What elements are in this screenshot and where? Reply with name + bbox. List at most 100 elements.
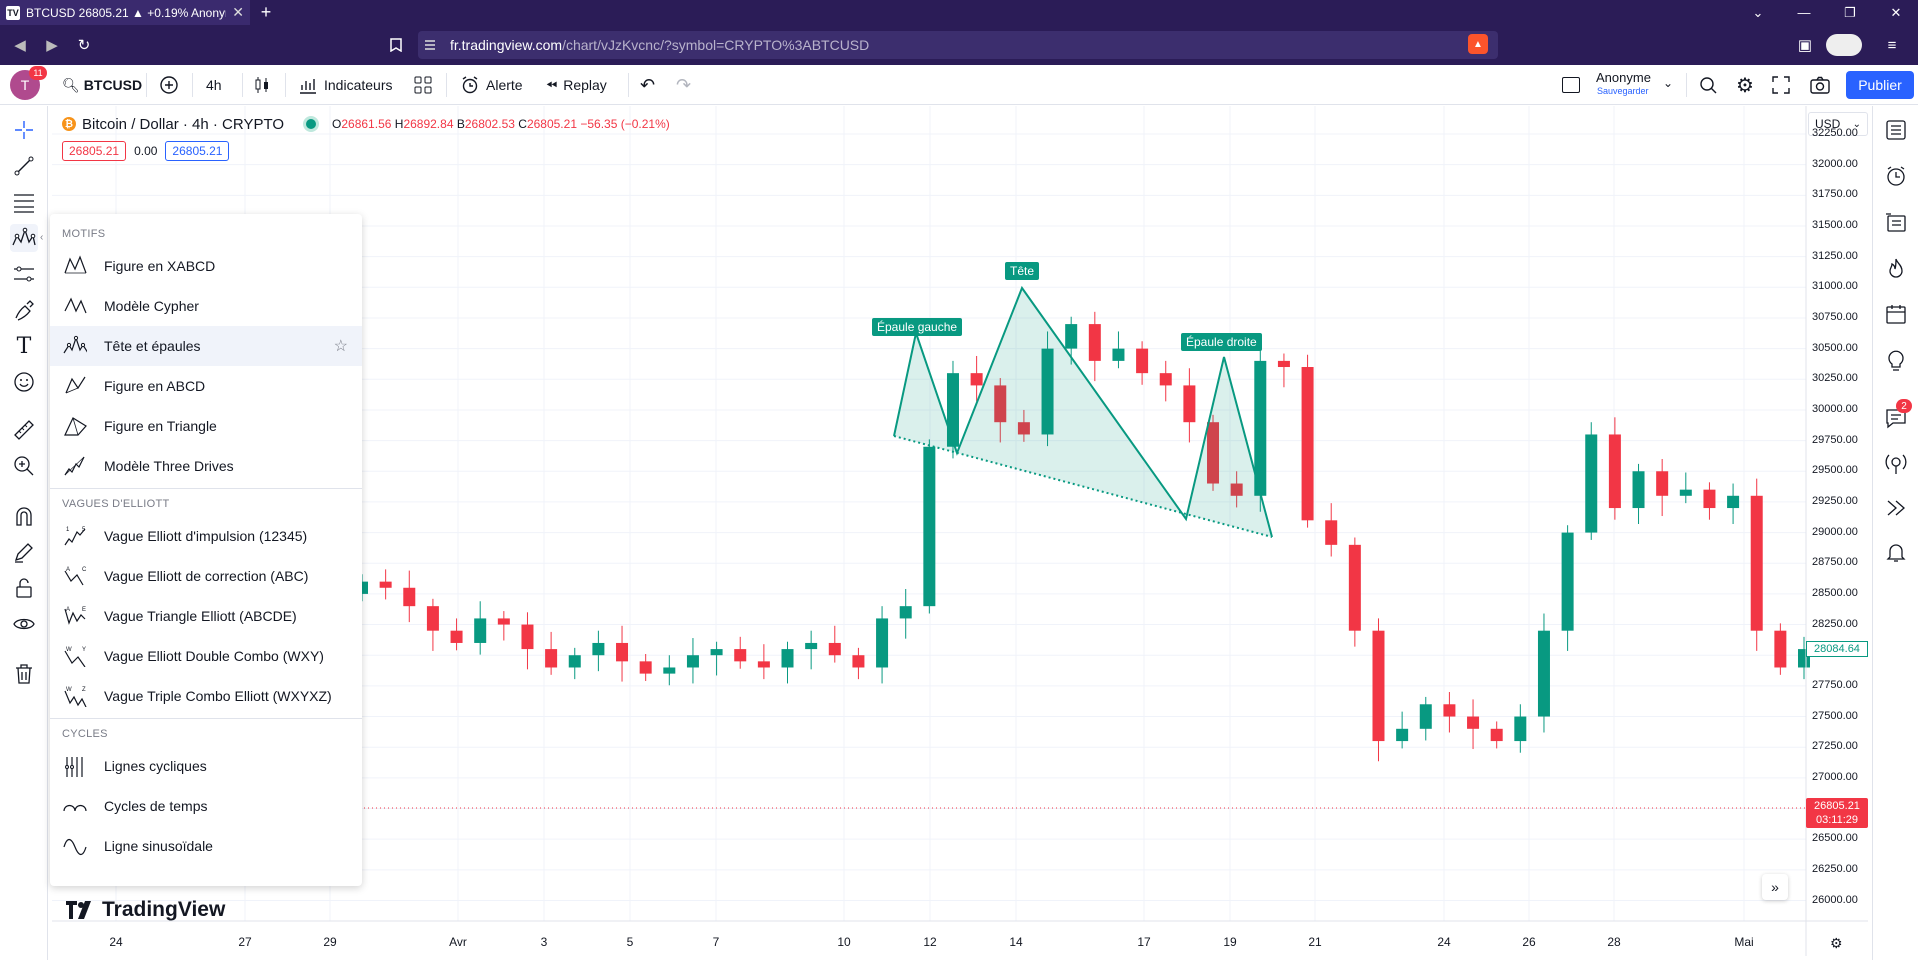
bookmark-icon[interactable] [384, 33, 408, 57]
trend-line-icon[interactable] [10, 152, 38, 180]
interval-button[interactable]: 4h [206, 77, 222, 93]
back-icon[interactable]: ◀ [14, 37, 26, 54]
browser-tab-bar [0, 0, 1918, 25]
candle-body [1041, 348, 1054, 435]
trash-icon[interactable] [10, 660, 38, 688]
user-name[interactable]: Anonyme [1596, 70, 1651, 85]
menu-item-elliott-double[interactable]: W Y Vague Elliott Double Combo (WXY) [50, 636, 362, 676]
hotlists-fire-icon[interactable] [1882, 254, 1910, 282]
eye-icon[interactable] [10, 610, 38, 638]
left-shoulder-label[interactable]: Épaule gauche [872, 318, 963, 336]
menu-item-three-drives[interactable]: Modèle Three Drives [50, 446, 362, 486]
symbol-title[interactable]: Bitcoin / Dollar · 4h · CRYPTO [82, 115, 285, 133]
prediction-tools-icon[interactable] [10, 260, 38, 288]
close-tab-icon[interactable]: ✕ [232, 4, 244, 20]
menu-item-elliott-triple[interactable]: W Z Vague Triple Combo Elliott (WXYXZ) [50, 676, 362, 716]
close-key: C [518, 117, 527, 131]
chat-badge: 2 [1896, 399, 1912, 413]
alerts-clock-icon[interactable] [1882, 162, 1910, 190]
ideas-lightbulb-icon[interactable] [1882, 346, 1910, 374]
chevron-down-icon[interactable]: ⌄ [1663, 76, 1674, 90]
fib-retracement-icon[interactable] [10, 188, 38, 216]
alert-button[interactable]: Alerte [460, 65, 523, 105]
tradingview-logo[interactable]: TradingView [66, 898, 225, 922]
menu-item-label: Figure en XABCD [104, 258, 216, 274]
text-tool-icon[interactable]: T [16, 333, 32, 359]
symbol-search-button[interactable]: 🔍︎ BTCUSD [62, 65, 142, 105]
collapse-arrow-icon[interactable]: ‹ [40, 232, 44, 243]
sidebar-toggle-icon[interactable]: ▣ [1797, 37, 1813, 54]
profile-icon[interactable] [1826, 34, 1862, 56]
chart-type-candles-icon[interactable] [253, 65, 271, 105]
menu-item-xabcd[interactable]: Figure en XABCD [50, 246, 362, 286]
change-value: −56.35 (−0.21%) [580, 117, 670, 131]
price-chart[interactable] [52, 106, 1868, 956]
reload-icon[interactable]: ↻ [77, 37, 91, 54]
compare-symbol-icon[interactable] [158, 65, 180, 105]
price-tick-label: 30250.00 [1812, 372, 1858, 385]
browser-tab[interactable]: TV BTCUSD 26805.21 ▲ +0.19% Anonyme ✕ [0, 0, 250, 25]
watchlist-icon[interactable] [1882, 116, 1910, 144]
favorite-star-icon[interactable]: ☆ [333, 338, 348, 355]
menu-item-abcd[interactable]: Figure en ABCD [50, 366, 362, 406]
signals-icon[interactable] [1882, 494, 1910, 522]
menu-item-cyclic-lines[interactable]: Lignes cycliques [50, 746, 362, 786]
new-tab-button[interactable]: + [260, 2, 272, 22]
camera-snapshot-icon[interactable] [1810, 65, 1830, 105]
menu-item-elliott-correction[interactable]: A C Vague Elliott de correction (ABC) [50, 556, 362, 596]
streams-icon[interactable] [1882, 450, 1910, 478]
axis-settings-gear-icon[interactable]: ⚙︎ [1830, 935, 1843, 951]
publish-button[interactable]: Publier [1846, 71, 1914, 99]
brush-icon[interactable] [10, 296, 38, 324]
buy-price-button[interactable]: 26805.21 [165, 141, 230, 161]
scroll-to-realtime-button[interactable]: » [1762, 874, 1788, 900]
notifications-bell-icon[interactable] [1882, 538, 1910, 566]
menu-item-head-shoulders[interactable]: Tête et épaules ☆ [50, 326, 362, 366]
browser-menu-icon[interactable]: ≡ [1887, 36, 1897, 54]
menu-item-elliott-triangle[interactable]: A E Vague Triangle Elliott (ABCDE) [50, 596, 362, 636]
open-value: 26861.56 [341, 117, 392, 131]
candle-body [1537, 630, 1550, 717]
magnet-icon[interactable] [10, 502, 38, 530]
save-link[interactable]: Sauvegarder [1597, 86, 1649, 96]
crosshair-icon[interactable] [10, 116, 38, 144]
currency-select[interactable]: USD ⌄ [1808, 112, 1868, 136]
url-field[interactable]: fr.tradingview.com/chart/vJzKvcnc/?symbo… [418, 31, 1498, 59]
menu-item-time-cycles[interactable]: Cycles de temps [50, 786, 362, 826]
close-window-button[interactable]: ✕ [1890, 4, 1902, 20]
settings-gear-icon[interactable]: ⚙︎ [1736, 74, 1754, 97]
layout-select-checkbox[interactable] [1562, 65, 1580, 105]
head-label[interactable]: Tête [1005, 262, 1040, 280]
undo-icon[interactable]: ↶ [640, 74, 656, 95]
quick-search-icon[interactable] [1698, 65, 1718, 105]
site-info-icon[interactable] [424, 38, 436, 52]
maximize-button[interactable]: ❐ [1844, 4, 1856, 20]
xabcd-icon [62, 254, 88, 278]
patterns-tool-icon[interactable] [10, 224, 38, 252]
right-shoulder-label[interactable]: Épaule droite [1181, 333, 1262, 351]
calendar-icon[interactable] [1882, 300, 1910, 328]
menu-item-triangle[interactable]: Figure en Triangle [50, 406, 362, 446]
replay-button[interactable]: ⏪︎ Replay [546, 65, 607, 105]
indicators-button[interactable]: Indicateurs [298, 65, 392, 105]
patterns-dropdown-menu: MOTIFS Figure en XABCD Modèle Cypher Tête e… [50, 214, 362, 886]
fullscreen-icon[interactable] [1772, 65, 1790, 105]
sell-price-button[interactable]: 26805.21 [62, 141, 127, 161]
zoom-in-icon[interactable] [10, 452, 38, 480]
redo-icon[interactable]: ↷ [676, 74, 692, 95]
menu-item-sine-line[interactable]: Ligne sinusoïdale [50, 826, 362, 866]
minimize-button[interactable]: — [1797, 5, 1811, 20]
layouts-icon[interactable] [414, 65, 432, 105]
menu-item-elliott-impulse[interactable]: 1 5 Vague Elliott d'impulsion (12345) [50, 516, 362, 556]
current-price-value: 26805.21 [1814, 800, 1860, 812]
ruler-icon[interactable] [10, 416, 38, 444]
time-tick-label: 21 [1308, 935, 1322, 949]
brave-shields-icon[interactable]: ▲ [1468, 34, 1488, 54]
lock-icon[interactable] [10, 574, 38, 602]
stay-in-drawing-mode-icon[interactable] [10, 538, 38, 566]
emoji-icon[interactable] [10, 368, 38, 396]
menu-item-cypher[interactable]: Modèle Cypher [50, 286, 362, 326]
tab-search-icon[interactable]: ⌄ [1752, 4, 1764, 20]
data-window-icon[interactable] [1882, 208, 1910, 236]
forward-icon[interactable]: ▶ [46, 37, 58, 54]
